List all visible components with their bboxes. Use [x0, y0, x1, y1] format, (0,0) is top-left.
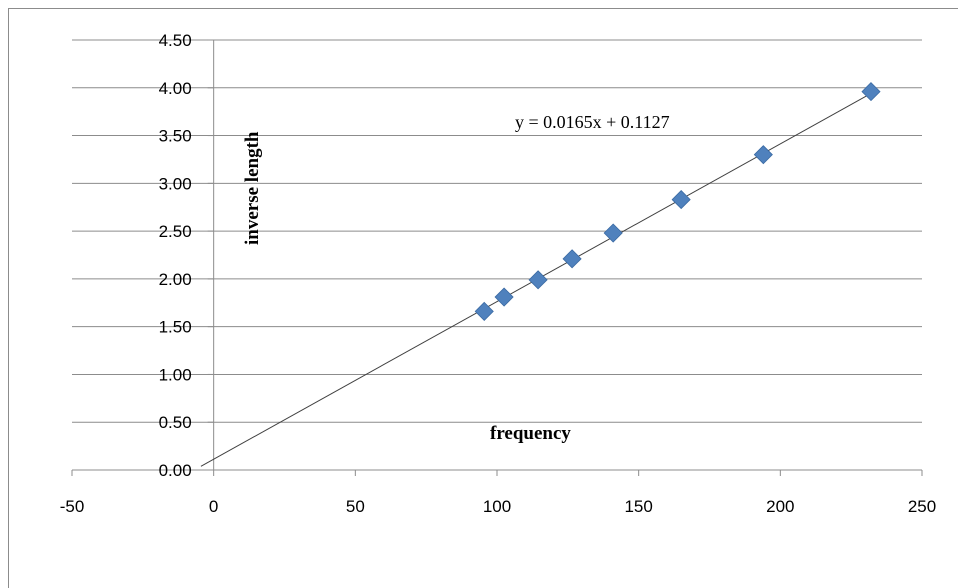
data-point	[753, 145, 773, 165]
x-tick-label: 100	[483, 497, 511, 516]
data-point	[603, 223, 623, 243]
x-axis-label: frequency	[490, 423, 571, 444]
data-points	[474, 82, 881, 321]
y-tick-label: 4.00	[159, 79, 192, 98]
y-axis-label: inverse length	[242, 131, 263, 245]
data-point	[861, 82, 881, 102]
x-tick-label: 0	[209, 497, 218, 516]
gridlines	[72, 39, 922, 423]
x-tick-label: -50	[60, 497, 85, 516]
y-tick-label: 1.00	[159, 365, 192, 384]
data-point	[562, 249, 582, 269]
axes	[71, 39, 923, 476]
y-tick-label: 4.50	[159, 31, 192, 50]
chart-frame	[8, 8, 958, 588]
y-tick-label: 3.50	[159, 127, 192, 146]
y-tick-label: 0.50	[159, 413, 192, 432]
y-tick-label: 2.00	[159, 270, 192, 289]
trendline-equation: y = 0.0165x + 0.1127	[515, 112, 670, 132]
y-tick-label: 1.50	[159, 318, 192, 337]
data-point	[474, 301, 494, 321]
y-tick-label: 0.00	[159, 461, 192, 480]
x-tick-label: 200	[766, 497, 794, 516]
data-point	[528, 270, 548, 290]
data-point	[494, 287, 514, 307]
x-tick-label: 50	[346, 497, 365, 516]
x-tick-label: 250	[908, 497, 936, 516]
y-tick-label: 2.50	[159, 222, 192, 241]
x-tick-label: 150	[624, 497, 652, 516]
data-point	[671, 190, 691, 210]
y-tick-label: 3.00	[159, 174, 192, 193]
tick-labels: 0.00 0.50 1.00 1.50 2.00 2.50 3.00 3.50 4.00 4.50…	[60, 31, 936, 516]
